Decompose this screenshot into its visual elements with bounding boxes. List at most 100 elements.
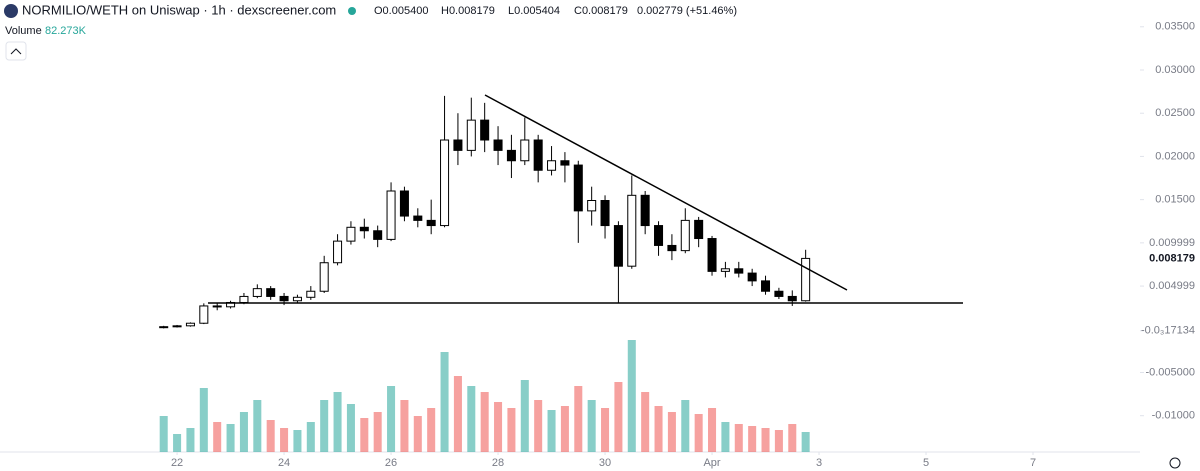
- candle-body: [373, 230, 383, 240]
- volume-bar: [601, 408, 610, 452]
- volume-bar: [641, 392, 650, 452]
- volume-bar: [427, 408, 436, 452]
- candle-body: [426, 219, 436, 227]
- x-tick-label: 7: [1030, 457, 1036, 469]
- candle-body: [239, 295, 249, 303]
- candle-body: [359, 226, 369, 232]
- volume-bar: [721, 422, 730, 452]
- collapse-button[interactable]: [5, 41, 27, 61]
- y-tick-label: 0.009999: [1149, 237, 1195, 249]
- candle-body: [747, 272, 757, 282]
- candle-body: [654, 225, 664, 246]
- candle-body: [761, 280, 771, 292]
- volume-bar: [400, 400, 409, 452]
- volume-bar: [694, 414, 703, 452]
- volume-bar: [306, 422, 315, 452]
- volume-bar: [627, 340, 636, 452]
- volume-bar: [346, 404, 355, 452]
- x-tick-label: 24: [278, 457, 290, 469]
- volume-bar: [574, 386, 583, 452]
- volume-bar: [226, 424, 235, 452]
- y-tick-label: -0.01000: [1152, 410, 1195, 422]
- volume-value: 82.273K: [45, 25, 87, 37]
- candle-body: [440, 139, 450, 227]
- candle-body: [172, 325, 182, 328]
- candle-body: [801, 257, 811, 302]
- volume-bar: [734, 424, 743, 452]
- candle-body: [466, 119, 476, 151]
- volume-bar: [280, 428, 289, 452]
- volume-bar: [239, 412, 248, 452]
- chevron-icon: [10, 48, 22, 55]
- candle-body: [533, 139, 543, 171]
- volume-bar: [494, 402, 503, 452]
- candle-body: [627, 194, 637, 267]
- candle-body: [774, 290, 784, 297]
- volume-bar: [213, 422, 222, 452]
- candle-body: [333, 240, 343, 264]
- candle-body: [266, 288, 276, 297]
- ohlc-low: L0.005404: [508, 5, 560, 17]
- volume-bar: [708, 408, 717, 452]
- y-tick-label: 0.02000: [1155, 150, 1195, 162]
- x-tick-label: 22: [171, 457, 183, 469]
- volume-bar: [186, 428, 195, 452]
- token-logo: [4, 4, 18, 18]
- chart-title: NORMILIO/WETH on Uniswap · 1h · dexscree…: [22, 2, 336, 17]
- volume-bar: [480, 392, 489, 452]
- candle-body: [185, 322, 195, 327]
- candle-body: [319, 262, 329, 292]
- volume-bar: [534, 400, 543, 452]
- candle-body: [640, 194, 650, 227]
- candle-body: [667, 244, 677, 252]
- candle-body: [613, 225, 623, 267]
- candle-body: [292, 296, 302, 302]
- volume-bar: [387, 386, 396, 452]
- candle-body: [787, 295, 797, 302]
- volume-bar: [253, 400, 262, 452]
- x-tick-label: 28: [492, 457, 504, 469]
- candle-body: [493, 139, 503, 151]
- x-tick-label: 3: [816, 457, 822, 469]
- y-tick-label: -0.005000: [1145, 366, 1195, 378]
- candle-body: [506, 149, 516, 162]
- y-tick-label: 0.02500: [1155, 107, 1195, 119]
- y-tick-label: 0.03500: [1155, 21, 1195, 33]
- settings-icon[interactable]: [1169, 457, 1181, 469]
- candle-body: [386, 190, 396, 240]
- candle-body: [199, 305, 209, 324]
- candle-body: [279, 295, 289, 302]
- volume-bar: [453, 376, 462, 452]
- candle-body: [734, 268, 744, 274]
- x-tick-label: Apr: [703, 457, 720, 469]
- candle-body: [573, 164, 583, 212]
- candle-body: [453, 139, 463, 151]
- candle-body: [252, 288, 262, 297]
- candle-body: [547, 160, 557, 171]
- volume-bar: [507, 408, 516, 452]
- volume-bar: [788, 424, 797, 452]
- y-tick-label: 0.01500: [1155, 194, 1195, 206]
- volume-bar: [667, 412, 676, 452]
- volume-bar: [199, 388, 208, 452]
- candle-body: [480, 119, 490, 141]
- candle-body: [520, 139, 530, 162]
- candle-body: [159, 326, 169, 329]
- volume-bar: [173, 434, 182, 452]
- ohlc-change: 0.002779 (+51.46%): [637, 5, 737, 17]
- status-dot: [348, 7, 356, 15]
- candle-body: [212, 305, 222, 308]
- volume-bar: [440, 352, 449, 452]
- last-price-label: 0.008179: [1149, 252, 1195, 264]
- volume-bar: [761, 428, 770, 452]
- volume-bar: [333, 392, 342, 452]
- volume-bar: [547, 410, 556, 452]
- candle-body: [306, 290, 316, 298]
- volume-bar: [467, 386, 476, 452]
- candle-body: [560, 160, 570, 166]
- x-tick-label: 30: [599, 457, 611, 469]
- candle-body: [587, 200, 597, 212]
- volume-bar: [360, 418, 369, 452]
- candle-body: [680, 219, 690, 252]
- candle-body: [399, 190, 409, 217]
